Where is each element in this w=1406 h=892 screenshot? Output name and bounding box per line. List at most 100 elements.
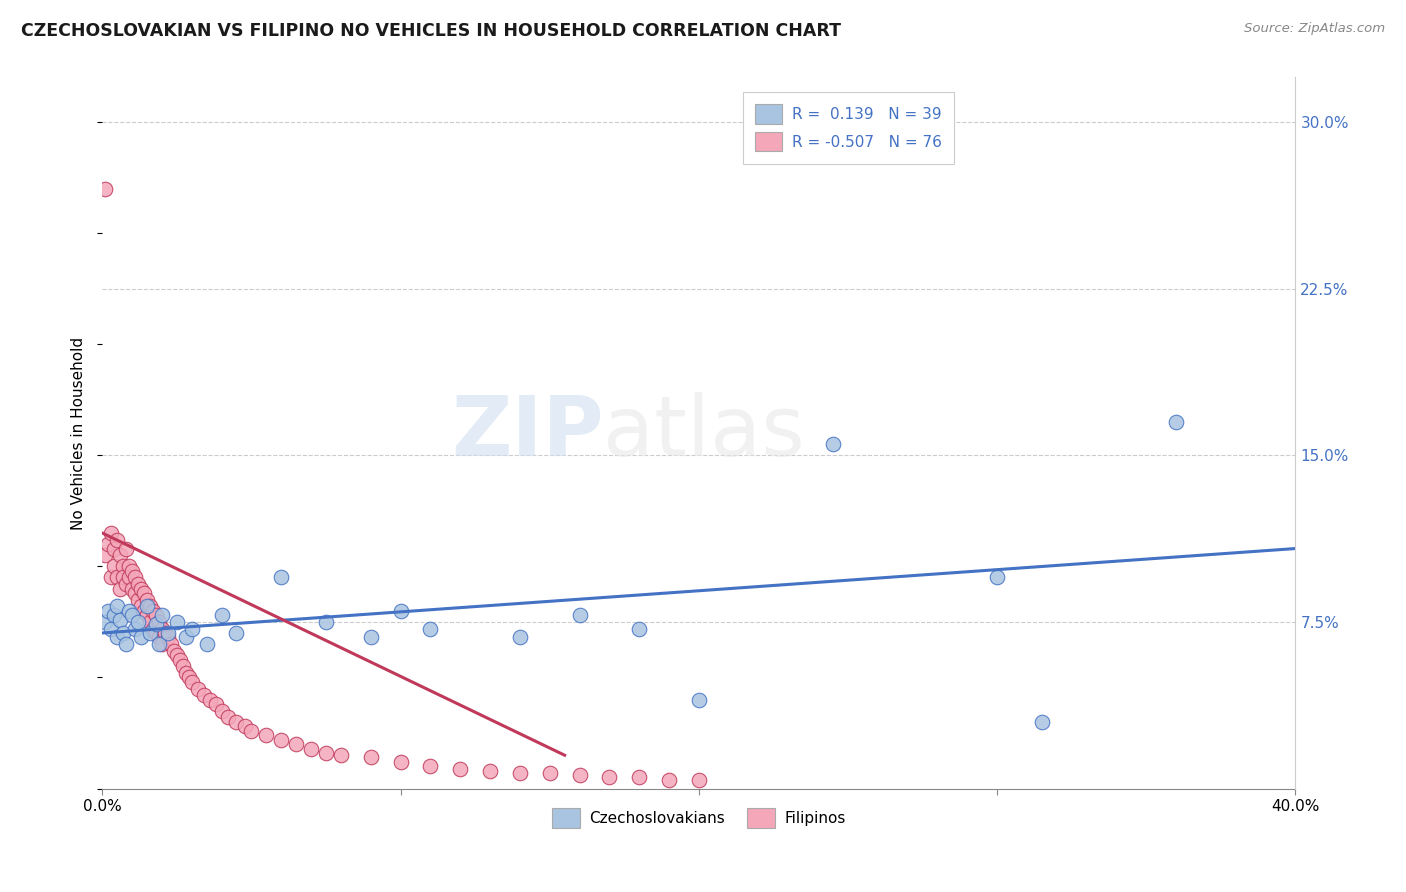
Point — [127, 592, 149, 607]
Point — [225, 626, 247, 640]
Point — [688, 772, 710, 787]
Point — [142, 622, 165, 636]
Point — [136, 592, 159, 607]
Point — [204, 697, 226, 711]
Point — [121, 564, 143, 578]
Point — [124, 586, 146, 600]
Point — [329, 748, 352, 763]
Legend: Czechoslovakians, Filipinos: Czechoslovakians, Filipinos — [546, 803, 852, 834]
Point — [240, 723, 263, 738]
Point — [217, 710, 239, 724]
Point — [153, 626, 176, 640]
Point — [180, 622, 202, 636]
Point — [270, 570, 292, 584]
Point — [315, 746, 337, 760]
Point — [94, 615, 117, 629]
Point — [270, 732, 292, 747]
Point — [509, 631, 531, 645]
Point — [166, 648, 188, 663]
Point — [108, 548, 131, 562]
Point — [97, 537, 120, 551]
Point — [103, 559, 125, 574]
Point — [235, 719, 257, 733]
Point — [94, 181, 117, 195]
Point — [628, 771, 651, 785]
Point — [150, 637, 173, 651]
Point — [139, 599, 162, 614]
Point — [315, 615, 337, 629]
Point — [118, 559, 141, 574]
Point — [103, 608, 125, 623]
Point — [115, 577, 138, 591]
Point — [105, 631, 128, 645]
Point — [156, 626, 179, 640]
Point — [148, 631, 170, 645]
Point — [124, 570, 146, 584]
Point — [225, 714, 247, 729]
Point — [139, 615, 162, 629]
Point — [389, 755, 412, 769]
Point — [159, 637, 181, 651]
Point — [94, 548, 117, 562]
Point — [174, 665, 197, 680]
Point — [156, 631, 179, 645]
Point — [419, 759, 441, 773]
Point — [479, 764, 502, 778]
Point — [658, 772, 681, 787]
Point — [132, 586, 155, 600]
Point — [132, 604, 155, 618]
Text: Source: ZipAtlas.com: Source: ZipAtlas.com — [1244, 22, 1385, 36]
Text: CZECHOSLOVAKIAN VS FILIPINO NO VEHICLES IN HOUSEHOLD CORRELATION CHART: CZECHOSLOVAKIAN VS FILIPINO NO VEHICLES … — [21, 22, 841, 40]
Point — [180, 674, 202, 689]
Point — [145, 617, 167, 632]
Point — [112, 559, 135, 574]
Point — [568, 608, 591, 623]
Point — [129, 631, 152, 645]
Point — [187, 681, 209, 696]
Point — [150, 622, 173, 636]
Point — [177, 670, 200, 684]
Point — [108, 582, 131, 596]
Point — [105, 533, 128, 547]
Point — [139, 626, 162, 640]
Point — [419, 622, 441, 636]
Point — [105, 599, 128, 614]
Point — [100, 570, 122, 584]
Point — [127, 577, 149, 591]
Point — [124, 622, 146, 636]
Point — [127, 615, 149, 629]
Point — [129, 599, 152, 614]
Point — [538, 766, 561, 780]
Point — [254, 728, 277, 742]
Point — [172, 659, 194, 673]
Point — [568, 768, 591, 782]
Text: ZIP: ZIP — [451, 392, 603, 474]
Point — [688, 692, 710, 706]
Point — [121, 608, 143, 623]
Point — [142, 604, 165, 618]
Point — [169, 653, 191, 667]
Point — [823, 437, 845, 451]
Point — [118, 604, 141, 618]
Point — [285, 737, 308, 751]
Point — [509, 766, 531, 780]
Point — [118, 570, 141, 584]
Point — [97, 604, 120, 618]
Point — [112, 570, 135, 584]
Point — [166, 615, 188, 629]
Point — [360, 750, 382, 764]
Point — [148, 637, 170, 651]
Point — [108, 613, 131, 627]
Point — [163, 644, 186, 658]
Point — [121, 582, 143, 596]
Point — [193, 688, 215, 702]
Point — [136, 599, 159, 614]
Point — [145, 626, 167, 640]
Point — [449, 762, 471, 776]
Point — [105, 570, 128, 584]
Point — [115, 541, 138, 556]
Point — [598, 771, 620, 785]
Point — [1031, 714, 1053, 729]
Point — [103, 541, 125, 556]
Point — [986, 570, 1008, 584]
